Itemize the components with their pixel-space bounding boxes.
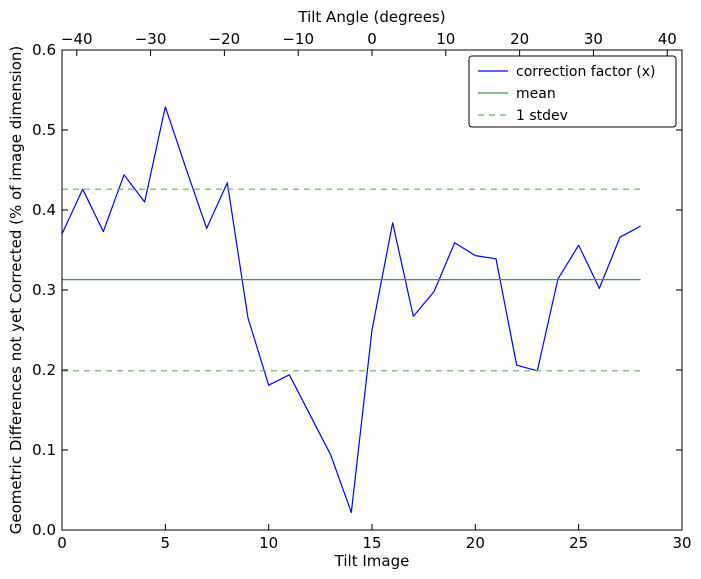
- x-tick-label: 25: [569, 534, 588, 552]
- x-tick-label: 15: [362, 534, 381, 552]
- top-tick-label: −30: [135, 30, 167, 48]
- x-tick-label: 30: [672, 534, 691, 552]
- y-axis-label: Geometric Differences not yet Corrected …: [7, 46, 25, 535]
- series-layer: [61, 106, 641, 514]
- top-x-axis-label: Tilt Angle (degrees): [297, 8, 445, 26]
- y-tick-label: 0.6: [32, 41, 56, 59]
- series-line-0: [61, 106, 641, 514]
- y-tick-label: 0.5: [32, 121, 56, 139]
- x-tick-label: 0: [57, 534, 67, 552]
- x-axis-label: Tilt Image: [334, 552, 410, 570]
- legend: correction factor (x) mean 1 stdev: [468, 55, 677, 128]
- ticks-layer: 0 5 10 15 20 25 30 0.0 0.1 0.2 0.3 0.4 0.5 0.6 −40 −30 −…: [32, 30, 691, 552]
- y-tick-label: 0.1: [32, 441, 56, 459]
- plot-frame: [61, 49, 683, 531]
- legend-frame: [468, 55, 677, 128]
- top-tick-label: 40: [658, 30, 677, 48]
- top-tick-label: −20: [209, 30, 241, 48]
- top-tick-label: 10: [436, 30, 455, 48]
- top-tick-label: 0: [367, 30, 377, 48]
- top-tick-label: −10: [282, 30, 314, 48]
- y-tick-label: 0.0: [32, 521, 56, 539]
- legend-label-correction: correction factor (x): [516, 64, 655, 80]
- top-tick-label: 30: [584, 30, 603, 48]
- y-tick-label: 0.3: [32, 281, 56, 299]
- x-tick-label: 20: [466, 534, 485, 552]
- legend-label-stdev: 1 stdev: [516, 108, 568, 124]
- x-tick-label: 10: [259, 534, 278, 552]
- legend-label-mean: mean: [516, 86, 556, 102]
- y-tick-label: 0.2: [32, 361, 56, 379]
- y-tick-label: 0.4: [32, 201, 56, 219]
- x-tick-label: 5: [161, 534, 171, 552]
- top-tick-label: 20: [510, 30, 529, 48]
- top-tick-label: −40: [61, 30, 93, 48]
